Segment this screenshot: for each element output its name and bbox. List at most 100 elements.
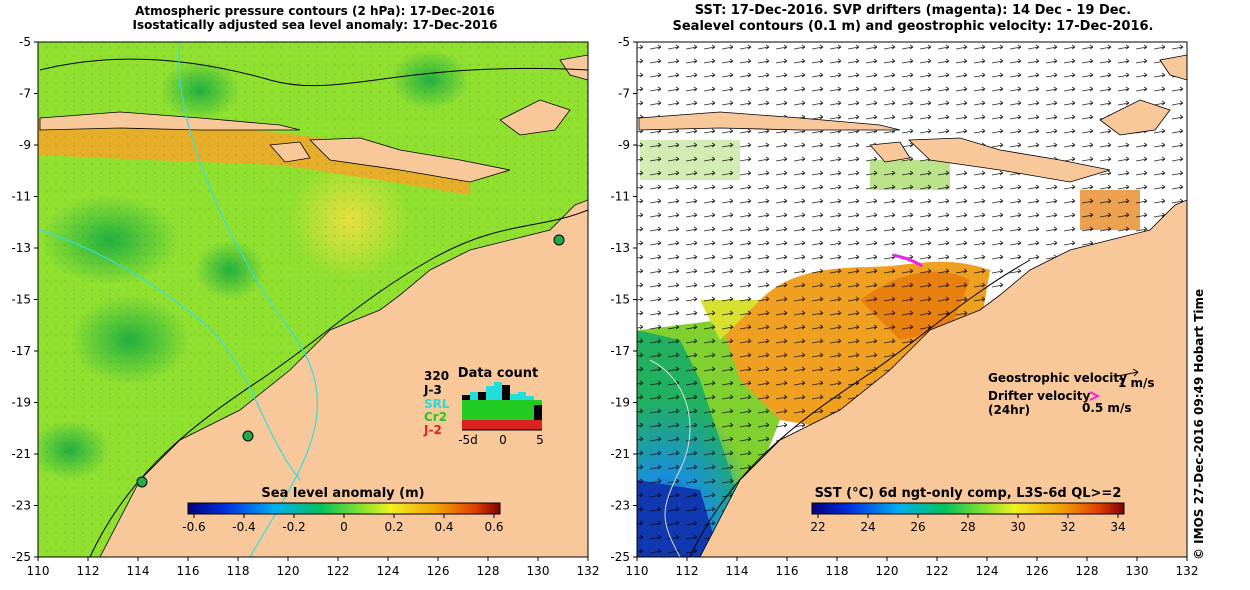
left-lon-tick-label: 126 [427, 564, 450, 578]
sumba-island [869, 141, 911, 163]
sst-cb-tick-label: 26 [910, 520, 925, 534]
drifter-legend-label: Drifter velocity [988, 389, 1090, 403]
srl-bar [494, 382, 502, 400]
right-lat-tick-label: -23 [610, 499, 630, 513]
sst-colorbar: SST (°C) 6d ngt-only comp, L3S-6d QL>=2 … [810, 486, 1125, 534]
timor-island [309, 137, 511, 183]
mission-label-j3: J-3 [423, 383, 442, 397]
right-lon-tick-label: 118 [826, 564, 849, 578]
left-lon-tick-label: 128 [477, 564, 500, 578]
sla-cb-tick-label: -0.4 [232, 520, 255, 534]
sst-colorbar-ticks: 22 24 26 28 30 32 34 [810, 514, 1126, 534]
srl-bar [526, 396, 534, 400]
station-marker [553, 234, 565, 246]
srl-bar [518, 392, 526, 400]
data-count-xtick: 0 [499, 433, 507, 447]
left-lat-tick-label: -13 [11, 241, 31, 255]
imos-credit: © IMOS 27-Dec-2016 09:49 Hobart Time [1192, 288, 1206, 560]
j2-bars [462, 420, 542, 430]
right-lat-tick-label: -21 [610, 447, 630, 461]
cr2-bars [462, 400, 542, 420]
left-lon-tick-label: 132 [577, 564, 600, 578]
j3-bar [478, 392, 486, 400]
sst-colorbar-gradient [811, 502, 1125, 515]
left-lat-tick-label: -21 [11, 447, 31, 461]
right-title-line2: Sealevel contours (0.1 m) and geostrophi… [672, 19, 1154, 34]
java-island [638, 111, 901, 131]
left-lat-tick-label: -5 [19, 35, 31, 49]
sla-colorbar-gradient [187, 502, 501, 515]
right-lat-tick-label: -11 [610, 190, 630, 204]
station-marker [242, 430, 254, 442]
data-count-max-label: 320 [424, 369, 449, 383]
right-lon-tick-label: 132 [1176, 564, 1199, 578]
tanimbar-island [1099, 99, 1171, 136]
island-ne [559, 54, 588, 81]
left-lon-tick-label: 130 [527, 564, 550, 578]
coast-depth-contour [178, 42, 318, 557]
drifter-scale-arrow-icon [1089, 391, 1101, 401]
svp-drifter-track [892, 253, 923, 268]
sst-map [637, 42, 1187, 557]
geostrophic-legend-label: Geostrophic velocity [988, 371, 1127, 385]
right-lat-tick-label: -25 [610, 550, 630, 564]
drifter-legend-label-2: (24hr) [988, 403, 1030, 417]
srl-bar [510, 394, 518, 400]
right-lat-axis: -5 -7 -9 -11 -13 -15 -17 -19 -21 -23 -25 [610, 35, 637, 564]
srl-bar [486, 386, 494, 400]
data-count-title: Data count [458, 366, 538, 381]
right-lon-tick-label: 122 [926, 564, 949, 578]
data-count-bars [462, 382, 542, 430]
right-lat-tick-label: -13 [610, 241, 630, 255]
data-count-xtick: 5 [536, 433, 544, 447]
australia-landmass [699, 199, 1187, 557]
sst-cb-tick-label: 28 [960, 520, 975, 534]
sumba-island [269, 141, 311, 163]
left-lon-tick-label: 118 [227, 564, 250, 578]
sst-cb-tick-label: 32 [1060, 520, 1075, 534]
data-count-xtick: -5d [458, 433, 478, 447]
left-lon-tick-label: 114 [127, 564, 150, 578]
right-lon-tick-label: 114 [726, 564, 749, 578]
right-lat-tick-label: -17 [610, 344, 630, 358]
right-lat-tick-label: -19 [610, 396, 630, 410]
station-marker [136, 476, 148, 488]
sla-cb-tick-label: 0.2 [384, 520, 403, 534]
j3-bar [502, 385, 510, 400]
left-lon-tick-label: 124 [377, 564, 400, 578]
timor-island [908, 137, 1111, 183]
right-lon-tick-label: 116 [776, 564, 799, 578]
right-lat-tick-label: -5 [618, 35, 630, 49]
sla-colorbar-label: Sea level anomaly (m) [261, 486, 424, 501]
left-lat-tick-label: -19 [11, 396, 31, 410]
right-lon-tick-label: 112 [676, 564, 699, 578]
left-lon-tick-label: 116 [177, 564, 200, 578]
velocity-legend: Geostrophic velocity 1 m/s Drifter veloc… [988, 368, 1155, 417]
australia-landmass [99, 199, 588, 557]
pressure-contour [39, 58, 588, 87]
pressure-contour [89, 209, 588, 557]
sla-colorbar-ticks: -0.6 -0.4 -0.2 0 0.2 0.4 0.6 [182, 514, 504, 534]
right-lon-tick-label: 130 [1126, 564, 1149, 578]
left-title-line2: Isostatically adjusted sea level anomaly… [132, 18, 498, 32]
left-title-line1: Atmospheric pressure contours (2 hPa): 1… [135, 4, 495, 18]
sst-cb-tick-label: 30 [1010, 520, 1025, 534]
right-title-line1: SST: 17-Dec-2016. SVP drifters (magenta)… [694, 3, 1132, 18]
left-lat-tick-label: -25 [11, 550, 31, 564]
right-lon-tick-label: 120 [876, 564, 899, 578]
tanimbar-island [499, 99, 571, 136]
right-lat-tick-label: -9 [618, 138, 630, 152]
left-lon-tick-label: 110 [27, 564, 50, 578]
sst-cb-tick-label: 34 [1110, 520, 1125, 534]
drifter-scale-label: 0.5 m/s [1082, 401, 1131, 415]
sla-cb-tick-label: -0.2 [282, 520, 305, 534]
right-lat-tick-label: -7 [618, 87, 630, 101]
sla-colorbar: Sea level anomaly (m) -0.6 -0.4 -0.2 0 0.2 0.… [182, 486, 503, 534]
right-lon-tick-label: 128 [1076, 564, 1099, 578]
left-lon-axis: 110 112 114 116 118 120 122 124 126 128 130 132 [27, 557, 600, 578]
left-lat-tick-label: -9 [19, 138, 31, 152]
left-lat-tick-label: -15 [11, 293, 31, 307]
right-lon-tick-label: 110 [626, 564, 649, 578]
j3-bar [462, 395, 470, 400]
